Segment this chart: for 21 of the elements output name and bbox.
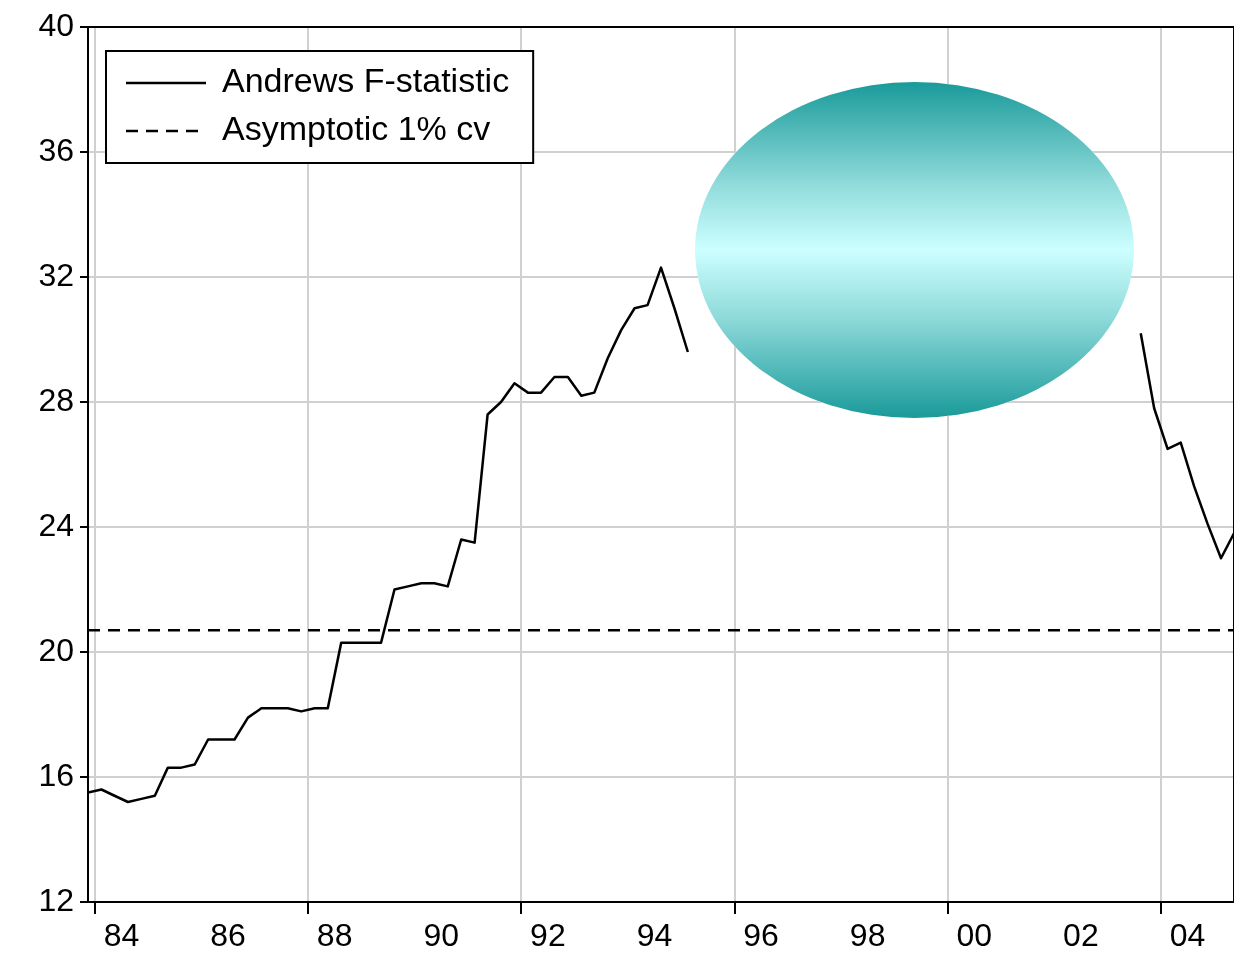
x-tick-label: 02 [1063, 917, 1099, 954]
x-tick-label: 86 [210, 917, 246, 954]
y-tick-label: 12 [38, 881, 74, 918]
y-tick-label: 40 [38, 6, 74, 43]
x-tick-label: 84 [103, 917, 140, 954]
legend-label: Andrews F-statistic [222, 61, 510, 100]
x-tick-label: 98 [849, 917, 886, 954]
x-tick-label: 00 [956, 917, 993, 954]
x-tick-label: 94 [636, 917, 673, 954]
y-tick-label: 20 [38, 631, 74, 668]
x-tick-label: 92 [530, 917, 566, 954]
y-tick-label: 16 [38, 756, 74, 793]
x-tick-label: 04 [1169, 917, 1206, 954]
x-tick-label: 90 [423, 917, 459, 954]
y-tick-label: 36 [38, 131, 74, 168]
y-tick-label: 24 [38, 506, 74, 543]
x-tick-label: 96 [743, 917, 779, 954]
y-tick-label: 32 [38, 256, 74, 293]
y-tick-label: 28 [38, 381, 74, 418]
legend-label: Asymptotic 1% cv [222, 109, 491, 148]
x-tick-label: 88 [316, 917, 353, 954]
